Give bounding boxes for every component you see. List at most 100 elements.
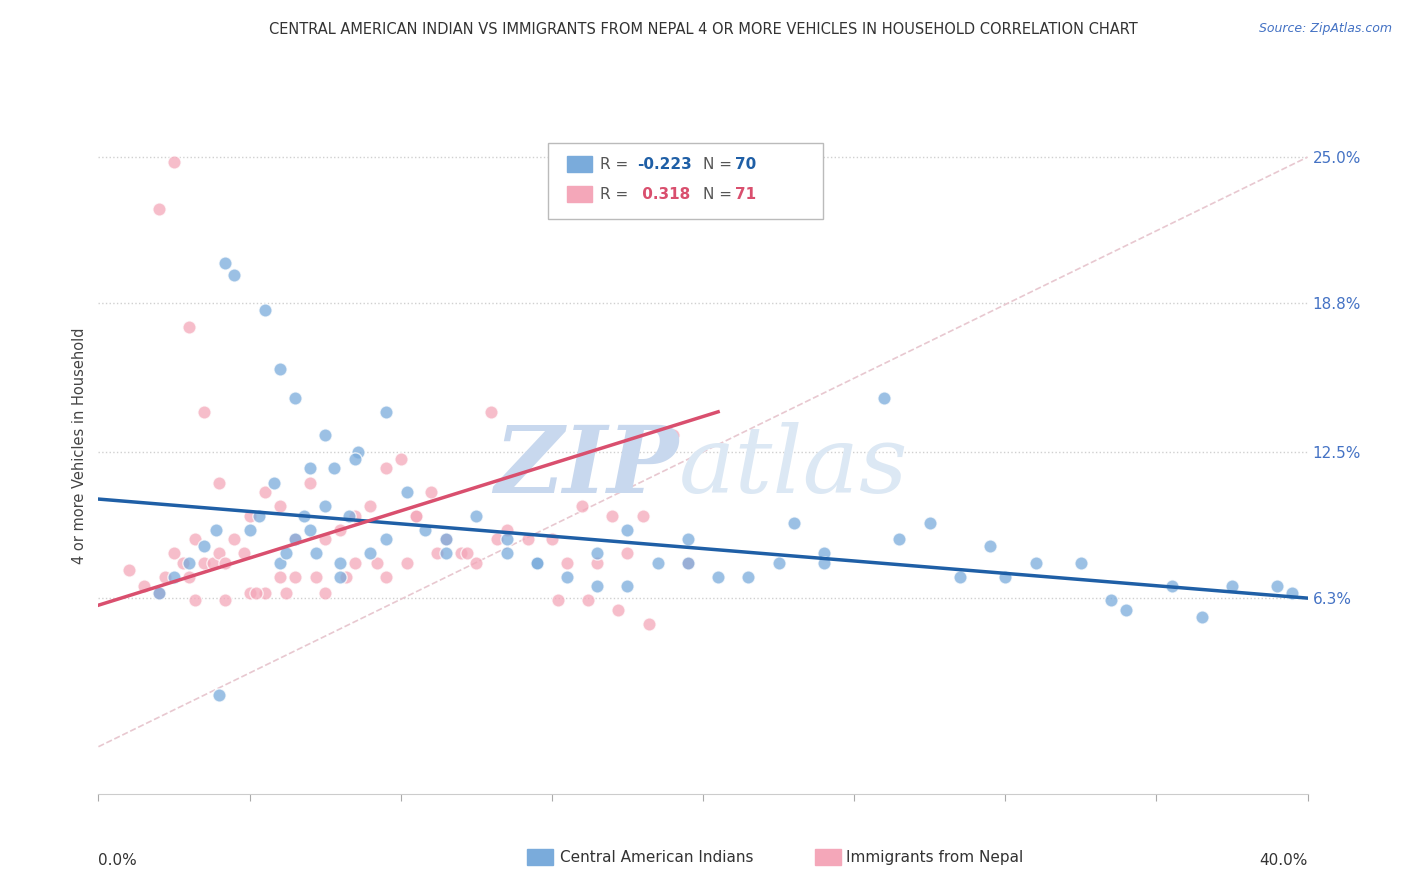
Point	[239, 523, 262, 537]
Point	[607, 603, 630, 617]
Point	[994, 570, 1017, 584]
Point	[526, 556, 548, 570]
Point	[344, 508, 367, 523]
Point	[456, 546, 478, 560]
Point	[329, 523, 352, 537]
Point	[193, 556, 215, 570]
Point	[918, 516, 941, 530]
Point	[344, 452, 367, 467]
Point	[214, 593, 236, 607]
Point	[374, 570, 396, 584]
Point	[374, 461, 396, 475]
Point	[208, 475, 231, 490]
Point	[374, 532, 396, 546]
Point	[616, 546, 638, 560]
Point	[337, 508, 360, 523]
Point	[949, 570, 972, 584]
Point	[631, 508, 654, 523]
Text: N =: N =	[703, 157, 737, 171]
Point	[148, 586, 170, 600]
Point	[335, 570, 357, 584]
Point	[676, 556, 699, 570]
Point	[405, 508, 427, 523]
Point	[1220, 579, 1243, 593]
Point	[366, 556, 388, 570]
Point	[541, 532, 564, 546]
Point	[208, 546, 231, 560]
Point	[873, 391, 896, 405]
Point	[329, 556, 352, 570]
Point	[434, 532, 457, 546]
Point	[239, 586, 262, 600]
Point	[481, 405, 503, 419]
Point	[616, 579, 638, 593]
Text: atlas: atlas	[679, 422, 908, 512]
Point	[395, 556, 418, 570]
Point	[420, 485, 443, 500]
Point	[395, 485, 418, 500]
Point	[239, 508, 262, 523]
Point	[676, 556, 699, 570]
Point	[292, 508, 315, 523]
Point	[979, 539, 1001, 553]
Point	[465, 556, 488, 570]
Point	[263, 475, 285, 490]
Point	[405, 508, 427, 523]
Y-axis label: 4 or more Vehicles in Household: 4 or more Vehicles in Household	[72, 327, 87, 565]
Point	[465, 508, 488, 523]
Text: 70: 70	[735, 157, 756, 171]
Point	[347, 445, 370, 459]
Point	[571, 499, 593, 513]
Point	[1191, 610, 1213, 624]
Point	[768, 556, 790, 570]
Point	[329, 570, 352, 584]
Point	[179, 570, 201, 584]
Point	[434, 546, 457, 560]
Point	[172, 556, 194, 570]
Point	[214, 256, 236, 270]
Point	[555, 570, 578, 584]
Point	[1024, 556, 1046, 570]
Point	[299, 475, 322, 490]
Point	[148, 586, 170, 600]
Point	[707, 570, 730, 584]
Point	[1115, 603, 1137, 617]
Text: -0.223: -0.223	[637, 157, 692, 171]
Point	[132, 579, 155, 593]
Point	[184, 532, 207, 546]
Point	[253, 586, 276, 600]
Text: CENTRAL AMERICAN INDIAN VS IMMIGRANTS FROM NEPAL 4 OR MORE VEHICLES IN HOUSEHOLD: CENTRAL AMERICAN INDIAN VS IMMIGRANTS FR…	[269, 22, 1137, 37]
Point	[495, 523, 517, 537]
Point	[1070, 556, 1092, 570]
Point	[510, 461, 533, 475]
Point	[284, 391, 307, 405]
Point	[374, 405, 396, 419]
Point	[253, 485, 276, 500]
Point	[426, 546, 449, 560]
Point	[314, 532, 336, 546]
Point	[269, 556, 291, 570]
Point	[783, 516, 806, 530]
Point	[647, 556, 669, 570]
Point	[495, 546, 517, 560]
Point	[676, 532, 699, 546]
Point	[813, 556, 835, 570]
Point	[586, 579, 609, 593]
Point	[314, 499, 336, 513]
Point	[1281, 586, 1303, 600]
Point	[344, 556, 367, 570]
Point	[269, 362, 291, 376]
Text: N =: N =	[703, 187, 737, 202]
Point	[314, 586, 336, 600]
Point	[193, 405, 215, 419]
Point	[224, 532, 246, 546]
Point	[1160, 579, 1182, 593]
Text: ZIP: ZIP	[495, 422, 679, 512]
Point	[224, 268, 246, 282]
Point	[576, 593, 599, 607]
Text: 0.318: 0.318	[637, 187, 690, 202]
Point	[526, 556, 548, 570]
Point	[253, 303, 276, 318]
Text: 40.0%: 40.0%	[1260, 853, 1308, 868]
Point	[163, 546, 186, 560]
